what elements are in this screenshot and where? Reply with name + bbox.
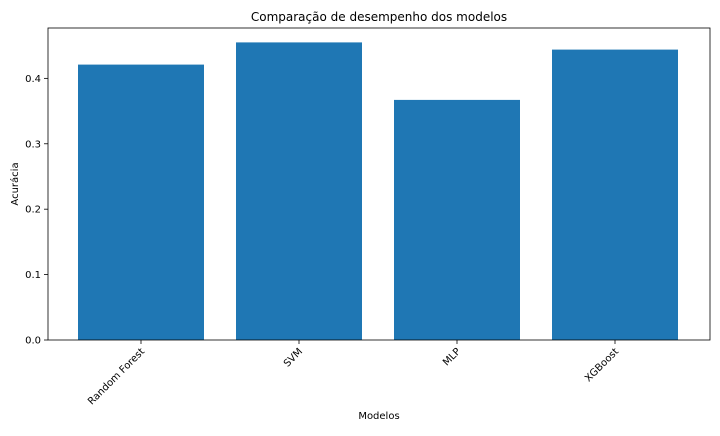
- bar-xgboost: [552, 49, 678, 340]
- bar-mlp: [394, 99, 520, 341]
- x-axis-label: Modelos: [358, 411, 399, 422]
- bar-svm: [236, 42, 362, 341]
- x-tick-label: MLP: [441, 346, 463, 368]
- x-tick-label: SVM: [282, 346, 305, 369]
- plot-area: Random Forest SVM MLP XGBoost 0.0 0.1 0.2 0.3 0.…: [25, 27, 711, 407]
- bar-random-forest: [78, 64, 204, 340]
- y-tick-label: 0.0: [25, 336, 41, 347]
- y-tick-label: 0.1: [25, 270, 41, 281]
- x-tick-label: Random Forest: [86, 346, 147, 407]
- y-tick-label: 0.3: [25, 139, 41, 150]
- y-axis-label: Acurácia: [9, 162, 21, 205]
- y-tick-label: 0.2: [25, 205, 41, 216]
- plot-frame: [47, 27, 711, 341]
- chart-title: Comparação de desempenho dos modelos: [251, 10, 507, 24]
- x-tick-label: XGBoost: [583, 346, 621, 384]
- y-tick-label: 0.4: [25, 74, 41, 85]
